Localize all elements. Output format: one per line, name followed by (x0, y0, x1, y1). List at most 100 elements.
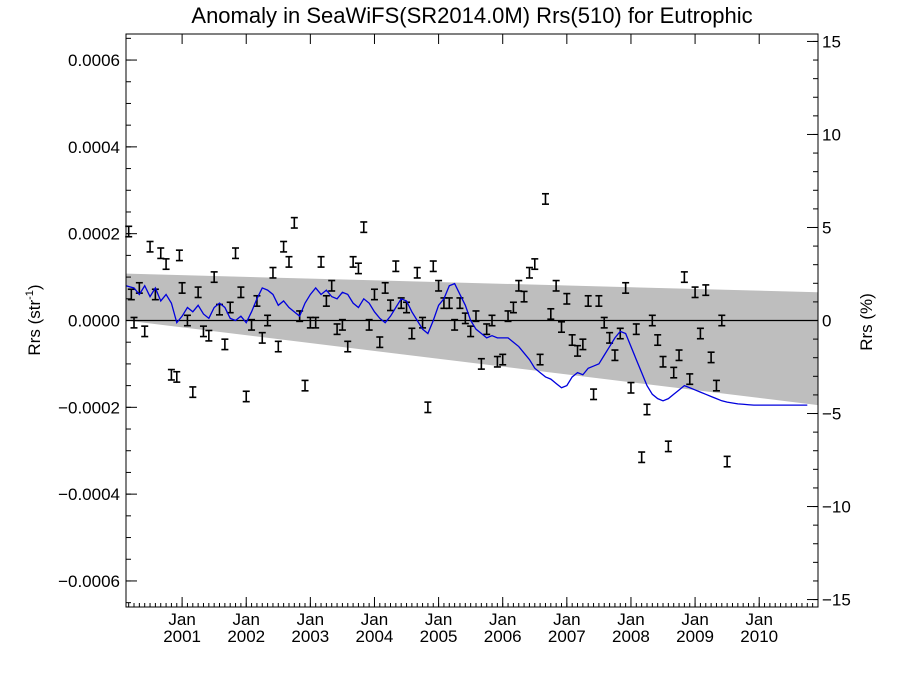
error-bar (264, 314, 272, 327)
error-bar (127, 288, 135, 301)
error-bar (429, 260, 437, 273)
error-bar (712, 379, 720, 392)
error-bar (723, 455, 731, 468)
error-bar (221, 338, 229, 351)
error-bar (232, 247, 240, 260)
confidence-band (126, 273, 818, 406)
error-bar (408, 327, 416, 340)
error-bar (317, 255, 325, 268)
error-bar (237, 286, 245, 299)
error-bar (344, 340, 352, 353)
y-axis-left: 0.0006 0.0004 0.0002 0.0000 −0.0002 −0.0004 −0… (58, 37, 137, 604)
error-bar (600, 316, 608, 329)
x-tick-label-month: Jan (425, 610, 452, 629)
error-bar (595, 294, 603, 307)
error-bar (552, 279, 560, 292)
error-bar (632, 323, 640, 336)
x-tick-label-year: 2002 (227, 627, 265, 646)
error-bar (638, 451, 646, 464)
x-tick-label-month: Jan (681, 610, 708, 629)
error-bar (648, 314, 656, 327)
y2-tick-label: −10 (822, 498, 851, 517)
error-bar (141, 325, 149, 338)
error-bar (563, 292, 571, 305)
y-axis-label-close: ) (25, 284, 44, 290)
error-bar (691, 286, 699, 299)
error-bar (349, 255, 357, 268)
error-bar (130, 316, 138, 329)
x-tick-label-year: 2007 (548, 627, 586, 646)
error-bar (301, 379, 309, 392)
error-bar (167, 368, 175, 381)
error-bar (205, 329, 213, 342)
y2-tick-label: −15 (822, 591, 851, 610)
error-bar (435, 279, 443, 292)
error-bar (280, 240, 288, 253)
y2-tick-label: 0 (822, 312, 831, 331)
y2-tick-label: 10 (822, 125, 841, 144)
error-bar (707, 351, 715, 364)
error-bar (387, 299, 395, 312)
error-bar (574, 344, 582, 357)
error-bar (483, 323, 491, 336)
error-bar (664, 440, 672, 453)
y-axis-right: 15 10 5 0 −5 −10 −15 (807, 32, 851, 610)
error-bar (135, 281, 143, 294)
error-bar (360, 221, 368, 234)
error-bar (242, 390, 250, 403)
x-tick-label-year: 2003 (291, 627, 329, 646)
x-tick-label-year: 2008 (612, 627, 650, 646)
error-bar (322, 294, 330, 307)
y2-tick-label: −5 (822, 405, 841, 424)
error-bar (290, 216, 298, 229)
y-tick-label: 0.0002 (68, 225, 120, 244)
error-bar (370, 288, 378, 301)
x-tick-label-month: Jan (233, 610, 260, 629)
error-bar (702, 284, 710, 297)
error-bar (285, 255, 293, 268)
error-bar (189, 386, 197, 399)
y2-tick-label: 5 (822, 218, 831, 237)
error-bar (328, 279, 336, 292)
x-tick-label-year: 2001 (163, 627, 201, 646)
x-tick-label-year: 2006 (484, 627, 522, 646)
error-bar (680, 271, 688, 284)
chart-title: Anomaly in SeaWiFS(SR2014.0M) Rrs(510) f… (191, 3, 752, 28)
error-bar (520, 290, 528, 303)
error-bar (493, 355, 501, 368)
y-tick-label: −0.0006 (58, 572, 120, 591)
x-tick-label-month: Jan (617, 610, 644, 629)
y-axis-label: Rrs (str-1) (24, 284, 44, 355)
error-bar (424, 401, 432, 414)
error-bar (509, 301, 517, 314)
error-bar (354, 262, 362, 275)
error-bar (696, 327, 704, 340)
error-bar (365, 318, 373, 331)
error-bar (525, 266, 533, 279)
error-bar (659, 355, 667, 368)
y-tick-label: 0.0004 (68, 138, 120, 157)
error-bar (199, 325, 207, 338)
error-bar (451, 318, 459, 331)
error-bar (616, 327, 624, 340)
error-bar (579, 338, 587, 351)
error-bar (258, 331, 266, 344)
error-bar (333, 323, 341, 336)
error-bar (413, 266, 421, 279)
error-bar (146, 240, 154, 253)
x-tick-label-month: Jan (745, 610, 772, 629)
error-bar (611, 349, 619, 362)
error-bar (718, 314, 726, 327)
error-bar (654, 334, 662, 347)
error-bar (312, 316, 320, 329)
x-tick-label-year: 2010 (740, 627, 778, 646)
error-bar (175, 249, 183, 262)
error-bar (210, 271, 218, 284)
x-tick-label-year: 2005 (420, 627, 458, 646)
error-bar (162, 258, 170, 271)
error-bar (547, 307, 555, 320)
x-tick-label-month: Jan (361, 610, 388, 629)
error-bar (477, 357, 485, 370)
x-axis: Jan2001Jan2002Jan2003Jan2004Jan2005Jan20… (128, 34, 819, 646)
